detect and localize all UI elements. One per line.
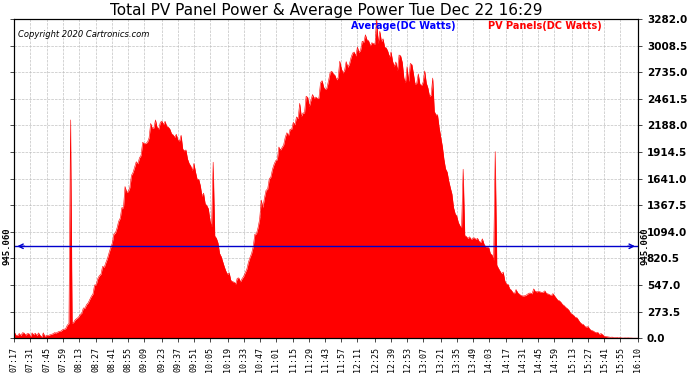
Text: Copyright 2020 Cartronics.com: Copyright 2020 Cartronics.com	[17, 30, 149, 39]
Text: 945.060: 945.060	[2, 228, 11, 265]
Text: Average(DC Watts): Average(DC Watts)	[351, 21, 455, 30]
Text: 945.060: 945.060	[641, 228, 650, 265]
Text: PV Panels(DC Watts): PV Panels(DC Watts)	[489, 21, 602, 30]
Title: Total PV Panel Power & Average Power Tue Dec 22 16:29: Total PV Panel Power & Average Power Tue…	[110, 3, 542, 18]
